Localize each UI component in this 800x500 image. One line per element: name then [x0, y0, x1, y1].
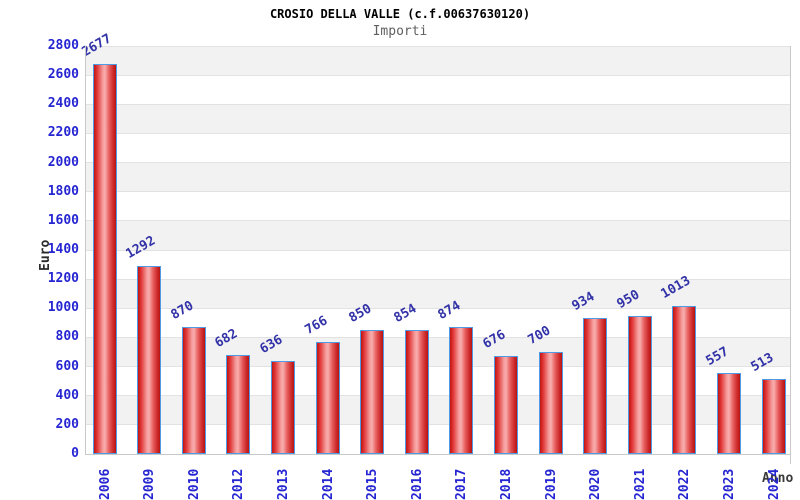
bar	[137, 265, 162, 454]
y-tick-label: 0	[71, 446, 79, 461]
plot-band	[85, 162, 790, 192]
x-tick-label: 2021	[632, 468, 648, 500]
chart-subtitle: Importi	[372, 24, 428, 39]
gridline	[85, 336, 790, 338]
x-axis-line	[85, 454, 791, 455]
gridline	[85, 132, 790, 134]
plot-band	[85, 46, 790, 76]
bar	[538, 352, 563, 454]
y-tick-label: 2800	[47, 38, 79, 53]
plot-right-border	[790, 46, 791, 464]
gridline	[85, 191, 790, 193]
y-tick-label: 1000	[47, 300, 79, 316]
bar	[270, 361, 295, 454]
gridline	[85, 103, 790, 105]
x-tick-label: 2022	[677, 468, 693, 500]
x-tick-label: 2017	[454, 468, 470, 500]
x-tick-label: 2015	[365, 468, 381, 500]
x-tick-label: 2010	[186, 468, 202, 500]
gridline	[85, 395, 790, 397]
y-tick-label: 2400	[47, 96, 79, 112]
y-tick-label: 600	[55, 358, 79, 374]
bar	[404, 329, 429, 454]
y-tick-label: 2000	[47, 154, 79, 170]
y-tick-label: 1200	[47, 271, 79, 287]
bar	[360, 330, 385, 454]
x-tick-label: 2024	[766, 468, 782, 500]
x-tick-label: 2014	[320, 468, 336, 500]
gridline	[85, 249, 790, 251]
y-tick-label: 1400	[47, 242, 79, 257]
y-tick-label: 800	[55, 329, 79, 345]
gridline	[85, 278, 790, 280]
bar	[493, 355, 518, 454]
y-tick-label: 2600	[47, 67, 79, 83]
gridline	[85, 424, 790, 426]
y-tick-label: 400	[55, 387, 79, 403]
bar	[226, 354, 251, 454]
x-tick-label: 2012	[231, 468, 247, 500]
x-tick-label: 2013	[275, 468, 291, 500]
x-tick-label: 2018	[498, 468, 514, 500]
bar	[315, 342, 340, 454]
plot-band	[85, 220, 790, 250]
x-tick-label: 2009	[142, 468, 158, 500]
gridline	[85, 220, 790, 222]
plot-area: 2677 1292 870 682 636 766 850 854 874 676 700 934 95…	[79, 31, 790, 454]
y-tick-label: 2200	[47, 125, 79, 141]
bar	[92, 63, 117, 454]
gridline	[85, 74, 790, 76]
plot-band	[85, 250, 790, 280]
plot-band	[85, 133, 790, 163]
plot-band	[85, 75, 790, 105]
chart-title: CROSIO DELLA VALLE (c.f.00637630120)	[269, 7, 531, 21]
plot-band	[85, 191, 790, 221]
bar	[672, 306, 697, 454]
x-tick-label: 2019	[543, 468, 559, 500]
plot-band	[85, 104, 790, 134]
bar	[716, 372, 741, 454]
plot-band	[85, 279, 790, 309]
gridline	[85, 45, 790, 47]
gridline	[85, 307, 790, 309]
gridline	[85, 162, 790, 164]
bar	[627, 315, 652, 454]
gridline	[85, 366, 790, 368]
x-tick-label: 2016	[409, 468, 425, 500]
y-tick-label: 1600	[47, 212, 79, 228]
y-tick-label: 1800	[47, 183, 79, 199]
x-tick-label: 2023	[721, 468, 737, 500]
x-axis-title: Anno	[762, 471, 794, 486]
bar	[761, 379, 786, 454]
x-tick-label: 2020	[588, 468, 604, 500]
bar	[449, 326, 474, 454]
bar	[583, 317, 608, 454]
x-tick-label: 2006	[97, 468, 113, 500]
y-tick-label: 200	[55, 416, 79, 432]
bar	[181, 327, 206, 454]
y-axis-line	[85, 46, 86, 455]
